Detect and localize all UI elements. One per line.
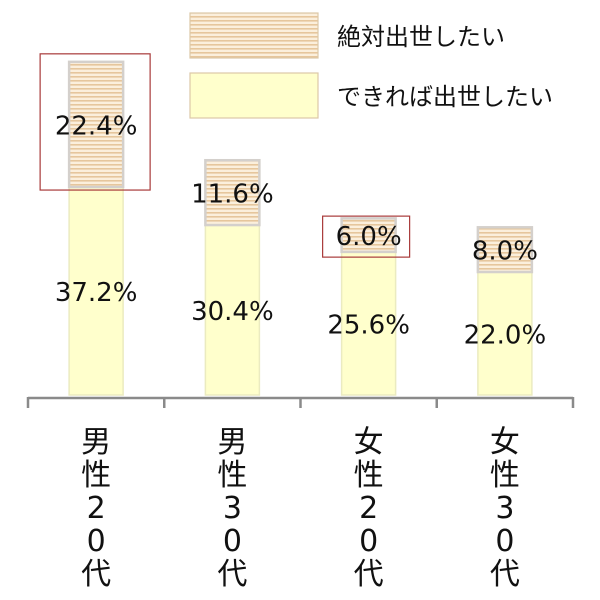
highlight-box [322, 215, 411, 258]
category-label-char: 3 [223, 491, 242, 526]
category-label-char: 代 [354, 557, 384, 592]
bar-segment [67, 60, 125, 189]
data-label: 6.0% [336, 222, 402, 252]
data-label: 37.2% [55, 278, 138, 308]
category-label-char: 性 [81, 458, 111, 493]
highlight-box [39, 53, 151, 191]
category-label-char: 代 [217, 557, 247, 592]
category-label-char: 女 [490, 425, 520, 460]
category-label-char: 代 [81, 557, 111, 592]
bar-segment [340, 217, 397, 254]
category-label-char: 0 [359, 524, 378, 559]
category-label-char: 代 [490, 557, 520, 592]
legend-label: できれば出世したい [337, 83, 553, 111]
category-label-char: 性 [490, 458, 520, 493]
data-label: 8.0% [472, 237, 538, 267]
category-label-char: 0 [87, 524, 106, 559]
data-label: 11.6% [191, 180, 274, 210]
data-label: 22.0% [464, 321, 547, 351]
bar-segment [204, 158, 261, 227]
data-label: 22.4% [55, 111, 138, 141]
bar-segment [68, 186, 124, 396]
category-label-char: 2 [87, 491, 106, 526]
bar-segment [476, 226, 534, 274]
data-label: 30.4% [191, 297, 274, 327]
legend-swatch [189, 72, 319, 119]
legend-swatch [189, 12, 319, 59]
category-label-char: 0 [223, 524, 242, 559]
category-label-char: 0 [495, 524, 514, 559]
data-label: 25.6% [327, 310, 410, 340]
bar-segment [340, 251, 397, 396]
bar-segment [204, 224, 261, 396]
category-label-char: 性 [217, 458, 247, 493]
category-label-char: 性 [354, 458, 384, 493]
category-label-char: 男 [81, 425, 111, 460]
legend-label: 絶対出世したい [337, 23, 505, 51]
category-label-char: 男 [217, 425, 247, 460]
category-label-char: 3 [495, 491, 514, 526]
category-label-char: 女 [354, 425, 384, 460]
category-label-char: 2 [359, 491, 378, 526]
bars: 37.2% 22.4% 30.4% 11.6% 25.6% 6.0% 22.0% 8.0% [39, 53, 547, 396]
